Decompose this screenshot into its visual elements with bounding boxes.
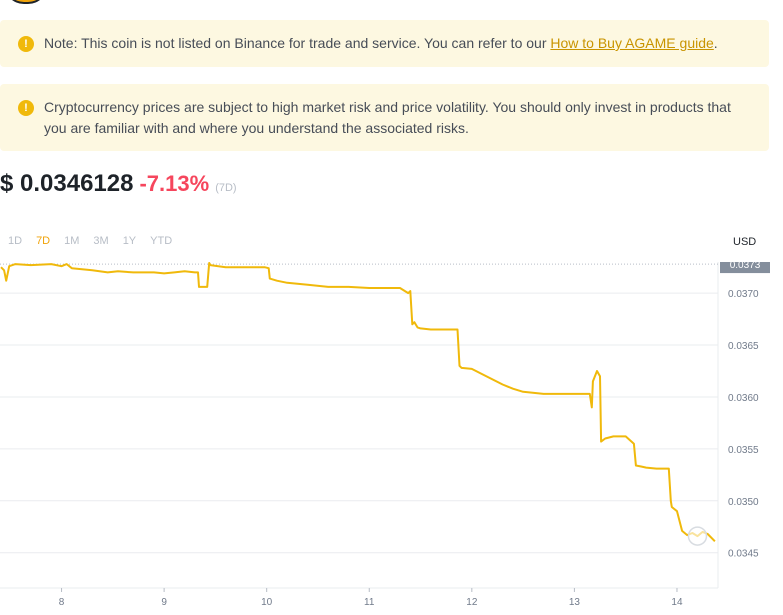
tab-7d[interactable]: 7D	[36, 235, 51, 247]
risk-warning: ! Cryptocurrency prices are subject to h…	[0, 84, 769, 151]
tab-1y[interactable]: 1Y	[122, 235, 137, 247]
x-tick-label: 10	[261, 597, 273, 608]
listing-note-text: Note: This coin is not listed on Binance…	[44, 35, 551, 51]
tab-ytd[interactable]: YTD	[150, 235, 173, 247]
price-series-line	[0, 262, 716, 543]
x-tick-label: 9	[161, 597, 167, 608]
x-tick-label: 12	[466, 597, 478, 608]
price-summary: $ 0.0346128 -7.13% (7D)	[0, 170, 237, 198]
x-tick-label: 13	[569, 597, 581, 608]
current-price-tag	[720, 262, 770, 274]
tab-3m[interactable]: 3M	[93, 235, 109, 247]
how-to-buy-link[interactable]: How to Buy AGAME guide	[550, 35, 714, 51]
hover-marker	[687, 526, 708, 546]
price-change: -7.13%	[139, 171, 210, 196]
x-tick-label: 11	[364, 597, 375, 608]
listing-note-suffix: .	[713, 35, 718, 51]
y-tick-label: 0.0345	[728, 549, 759, 560]
current-price: $ 0.0346128	[0, 170, 134, 197]
risk-warning-text: Cryptocurrency prices are subject to hig…	[44, 99, 731, 136]
warning-icon: !	[18, 100, 34, 116]
currency-label: USD	[733, 236, 757, 248]
y-tick-label: 0.0360	[728, 393, 759, 404]
current-price-label: 0.0373	[730, 262, 761, 271]
y-tick-label: 0.0355	[728, 445, 759, 456]
coin-logo	[4, 0, 48, 4]
warning-icon: !	[18, 36, 34, 52]
listing-note: ! Note: This coin is not listed on Binan…	[0, 20, 769, 67]
y-tick-label: 0.0350	[728, 497, 759, 508]
x-tick-label: 8	[59, 597, 65, 608]
tab-1d[interactable]: 1D	[8, 235, 23, 247]
tab-1m[interactable]: 1M	[64, 235, 80, 247]
x-tick-label: 14	[671, 597, 683, 608]
price-chart: 0.0345 0.0350 0.0355 0.0360 0.0365 0.0370 8 9 10…	[0, 262, 770, 608]
period-tabs: 1D 7D 1M 3M 1Y YTD	[8, 231, 186, 249]
y-tick-label: 0.0370	[728, 289, 759, 300]
y-tick-label: 0.0365	[728, 341, 759, 352]
change-period: (7D)	[215, 182, 237, 194]
